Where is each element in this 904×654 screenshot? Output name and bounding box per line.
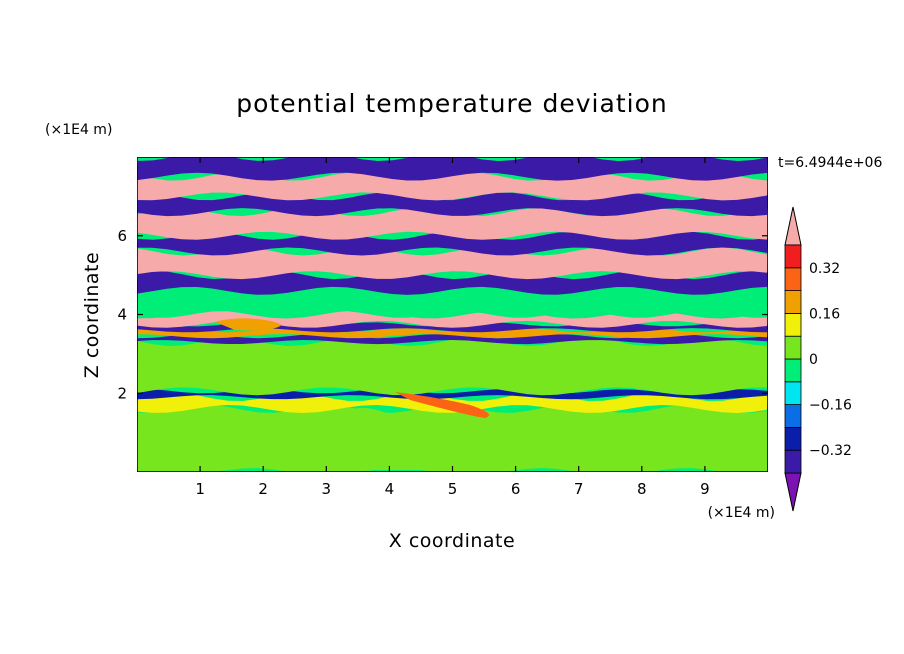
- colorbar-label: 0: [809, 352, 818, 368]
- colorbar: 0.32 0.16 0 −0.16 −0.32: [784, 206, 852, 512]
- x-tick-label: 1: [195, 480, 205, 498]
- x-axis-label: X coordinate: [389, 530, 515, 552]
- blob-lower-mid: [350, 408, 529, 470]
- colorbar-min-extend: [784, 472, 802, 512]
- x-tick-label: 5: [448, 480, 458, 498]
- colorbar-swatch: [784, 290, 802, 314]
- contour-band: [137, 311, 768, 328]
- colorbar-swatch: [784, 335, 802, 360]
- y-axis-ticks: 2 4 6: [117, 227, 768, 402]
- x-axis-unit: (×1E4 m): [708, 505, 775, 521]
- colorbar-label: 0.16: [809, 306, 840, 322]
- colorbar-label: −0.32: [809, 443, 852, 459]
- contour-band: [137, 247, 768, 280]
- chart-title: potential temperature deviation: [236, 89, 667, 118]
- x-tick-label: 6: [511, 480, 521, 498]
- contour-band: [137, 338, 768, 396]
- colorbar-swatch: [784, 267, 802, 291]
- colorbar-max-extend: [784, 206, 802, 246]
- x-tick-label: 4: [385, 480, 395, 498]
- colorbar-swatch: [784, 312, 802, 337]
- colorbar-swatch: [784, 404, 802, 428]
- contour-band: [137, 172, 768, 201]
- y-tick-label: 6: [117, 227, 127, 245]
- contour-band: [137, 389, 768, 400]
- x-tick-label: 7: [574, 480, 584, 498]
- y-tick-label: 2: [117, 384, 127, 402]
- y-axis-unit: (×1E4 m): [45, 122, 112, 138]
- colorbar-swatch: [784, 426, 802, 451]
- y-axis-label: Z coordinate: [81, 252, 103, 378]
- warm-patch: [215, 318, 281, 331]
- contour-blobs: [150, 318, 704, 470]
- colorbar-swatch: [784, 244, 802, 269]
- contour-band: [137, 334, 768, 345]
- x-tick-label: 8: [637, 480, 647, 498]
- time-label: t=6.4944e+06: [778, 155, 882, 171]
- contour-band: [137, 271, 768, 295]
- contour-band: [137, 208, 768, 240]
- colorbar-swatch: [784, 449, 802, 474]
- contour-band: [137, 157, 768, 181]
- x-tick-label: 9: [700, 480, 710, 498]
- colorbar-swatch: [784, 381, 802, 405]
- warm-streak: [395, 392, 490, 418]
- blob-lower-left: [150, 416, 360, 469]
- y-tick-label: 4: [117, 306, 127, 324]
- colorbar-label: −0.16: [809, 398, 852, 414]
- x-axis-ticks: 1 2 3 4 5 6 7 8 9: [195, 157, 710, 498]
- plot-area: [137, 157, 768, 472]
- colorbar-label: 0.32: [809, 261, 840, 277]
- blob-lower-right: [560, 414, 704, 468]
- x-tick-label: 3: [322, 480, 332, 498]
- contour-band: [137, 286, 768, 319]
- colorbar-swatch: [784, 358, 802, 383]
- x-tick-label: 2: [258, 480, 268, 498]
